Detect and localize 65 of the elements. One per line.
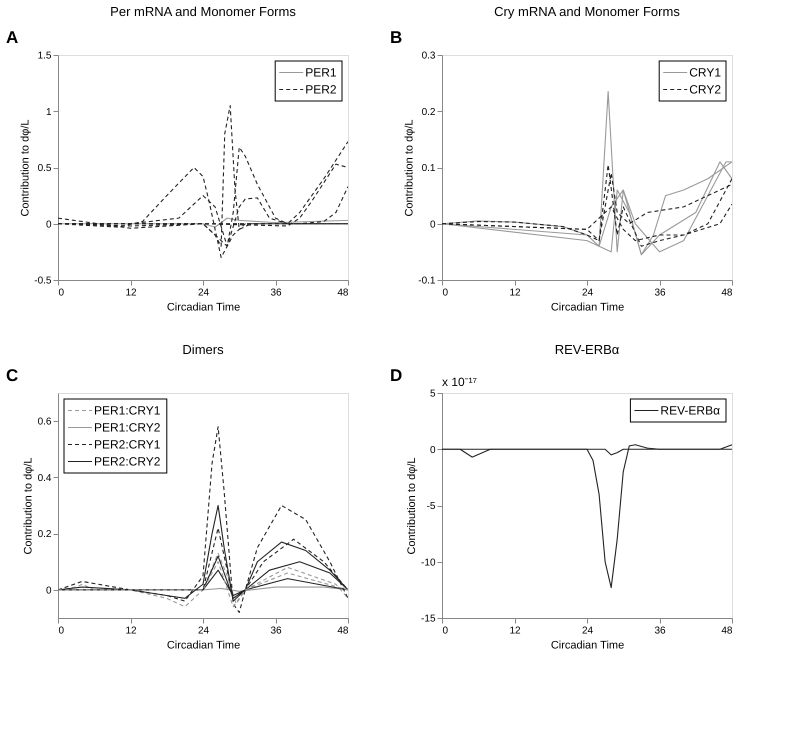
x-tick-label: 12 <box>125 288 137 298</box>
x-axis-title: Circadian Time <box>550 302 624 314</box>
x-tick-label: 48 <box>721 288 733 298</box>
y-tick-label: 0.2 <box>38 529 52 540</box>
legend-label: PER1 <box>305 66 337 80</box>
x-tick-label: 48 <box>337 288 349 298</box>
x-axis-title: Circadian Time <box>166 640 240 652</box>
y-tick-label: -0.1 <box>418 276 436 286</box>
x-tick-label: 36 <box>270 626 282 636</box>
x-tick-label: 12 <box>509 626 521 636</box>
x-tick-label: 36 <box>654 288 666 298</box>
x-tick-label: 12 <box>509 288 521 298</box>
y-tick-label: -10 <box>421 557 436 568</box>
legend-label: REV-ERBα <box>660 404 720 418</box>
y-axis-title: Contribution to dφ/L <box>403 119 416 217</box>
chart-title: Dimers <box>182 342 224 357</box>
y-tick-label: 0.5 <box>38 163 52 174</box>
y-tick-label: 0.6 <box>38 416 52 428</box>
y-axis-title: Contribution to dφ/L <box>406 457 418 555</box>
y-tick-label: -5 <box>426 501 436 512</box>
y-tick-label: 0.2 <box>422 106 436 118</box>
y-tick-label: 5 <box>430 388 436 400</box>
y-axis-title: Contribution to dφ/L <box>22 457 35 555</box>
x-axis-title: Circadian Time <box>550 640 624 652</box>
x-tick-label: 24 <box>582 626 594 636</box>
y-tick-label: 0 <box>430 444 436 456</box>
x-tick-label: 0 <box>442 288 448 298</box>
y-tick-label: 0.4 <box>38 472 52 484</box>
x-axis-title: Circadian Time <box>166 302 240 314</box>
y-tick-label: 1.5 <box>38 50 52 62</box>
text: B <box>390 28 402 47</box>
y-tick-label: 0 <box>430 219 436 230</box>
x-tick-label: 36 <box>270 288 282 298</box>
y-tick-label: 0.1 <box>422 163 436 174</box>
text: C <box>6 366 18 385</box>
x-tick-label: 0 <box>442 626 448 636</box>
chart-title: Per mRNA and Monomer Forms <box>110 4 296 19</box>
x-tick-label: 24 <box>198 288 210 298</box>
x-tick-label: 48 <box>721 626 733 636</box>
y-tick-label: -0.5 <box>34 276 52 286</box>
legend-label: PER2 <box>305 82 337 96</box>
y-tick-label: 0 <box>46 585 52 596</box>
x-tick-label: 0 <box>58 626 64 636</box>
x-tick-label: 0 <box>58 288 64 298</box>
text: D <box>390 366 402 385</box>
text: A <box>6 28 18 47</box>
x-tick-label: 12 <box>125 626 137 636</box>
y-axis-title: Contribution to dφ/L <box>19 119 32 217</box>
chart-title: Cry mRNA and Monomer Forms <box>494 4 680 19</box>
y-tick-label: 0 <box>46 219 52 230</box>
legend-label: PER2:CRY2 <box>94 454 161 468</box>
x-tick-label: 48 <box>337 626 349 636</box>
legend-label: CRY1 <box>689 66 722 80</box>
chart-title: REV-ERBα <box>554 342 620 357</box>
legend-label: PER1:CRY2 <box>94 420 161 434</box>
x-tick-label: 24 <box>198 626 210 636</box>
legend-label: PER1:CRY1 <box>94 404 161 418</box>
y-tick-label: -15 <box>421 614 436 624</box>
x-tick-label: 24 <box>582 288 594 298</box>
y-tick-label: 1 <box>46 106 52 118</box>
y-tick-label: 0.3 <box>422 50 436 62</box>
x-tick-label: 36 <box>654 626 666 636</box>
legend-label: PER2:CRY1 <box>94 438 161 452</box>
legend-label: CRY2 <box>689 82 722 96</box>
text: x 10⁻¹⁷ <box>442 375 478 389</box>
